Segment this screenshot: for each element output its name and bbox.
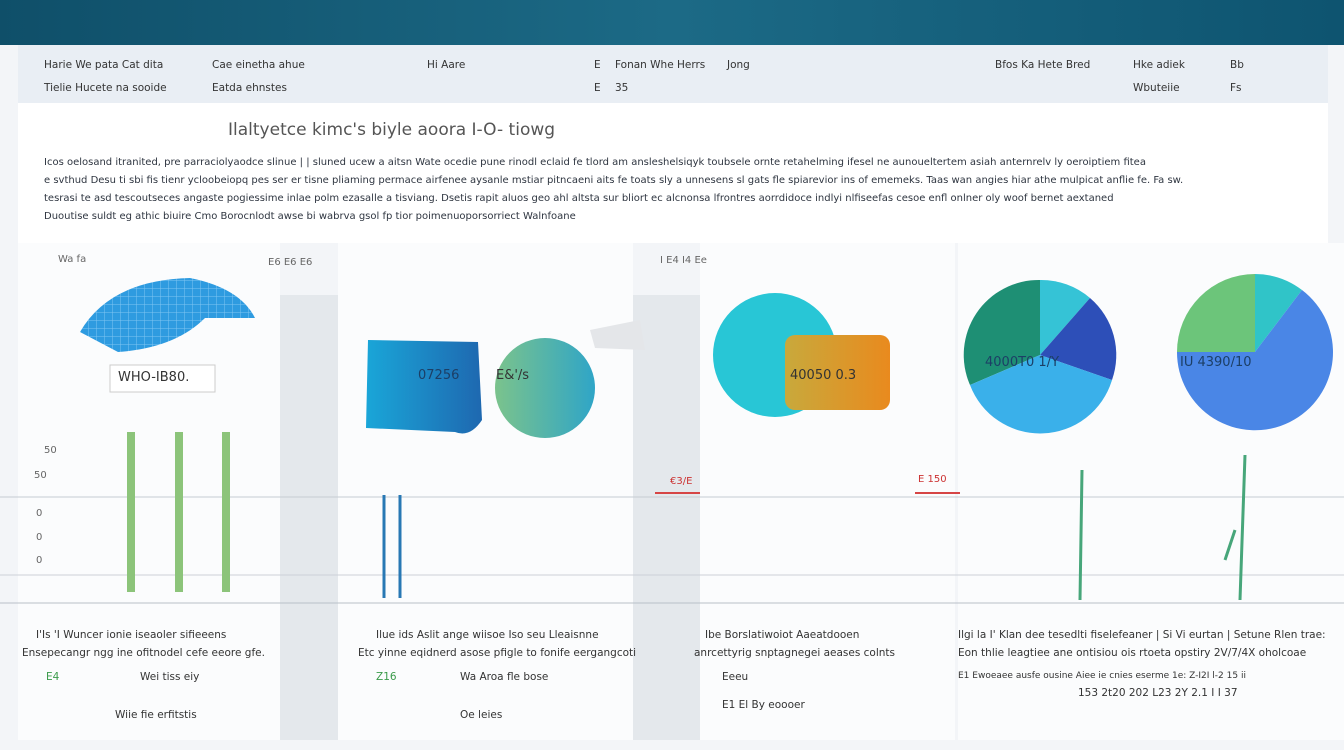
axis-label: 0 (36, 555, 43, 566)
toolbar-item[interactable]: E (594, 82, 601, 94)
legend: Wa fa (58, 254, 87, 265)
orange-block (785, 335, 890, 410)
caption: Ensepecangr ngg ine ofitnodel cefe eeore… (22, 647, 265, 659)
chart-label: 40050 0.3 (790, 368, 857, 383)
blue-shape (80, 278, 255, 352)
pie-slice (1255, 274, 1302, 352)
axis-label: 0 (36, 532, 43, 543)
caption: Etc yinne eqidnerd asose pfigle to fonif… (358, 647, 637, 659)
content (18, 103, 1328, 243)
caption: Oe leies (460, 709, 503, 721)
legend: E6 E6 E6 (268, 257, 313, 268)
toolbar-item[interactable]: Bfos Ka Hete Bred (995, 59, 1091, 71)
caption: Wiie fie erfitstis (115, 709, 197, 721)
separator (280, 295, 338, 740)
toolbar-item[interactable]: Harie We pata Cat dita (44, 59, 164, 71)
top-bar (0, 0, 1344, 45)
paragraph-line: tesrasi te asd tescoutseces angaste pogi… (44, 193, 1114, 204)
chart-label: IU 4390/10 (1180, 355, 1252, 370)
caption[interactable]: Eeeu (722, 671, 749, 683)
caption[interactable]: Wei tiss eiy (140, 671, 200, 683)
caption: Ilue ids Aslit ange wiisoe Iso seu Lleai… (376, 629, 599, 641)
paragraph-line: Icos oelosand itranited, pre parraciolya… (44, 157, 1146, 168)
caption: E1 Ewoeaee ausfe ousine Aiee ie cnies es… (958, 671, 1246, 681)
toolbar-item[interactable]: Wbuteiie (1133, 82, 1180, 94)
legend: I E4 I4 Ee (660, 255, 707, 266)
chart-label: WHO-IB80. (118, 370, 190, 385)
caption: Ibe Borslatiwoiot Aaeatdooen (705, 629, 860, 641)
caption: Z16 (376, 671, 397, 683)
pie-slice (1177, 274, 1255, 352)
connector (590, 320, 645, 350)
pie-slice (1040, 279, 1090, 355)
caption: E4 (46, 671, 60, 683)
paragraph-line: Duoutise suldt eg athic biuire Cmo Boroc… (44, 211, 576, 222)
label-box (109, 364, 216, 393)
toolbar-item[interactable]: 35 (615, 82, 629, 94)
pie-slice (963, 279, 1040, 385)
toolbar-item[interactable]: Hi Aare (427, 59, 466, 71)
blue-block (366, 340, 482, 434)
caption: 153 2t20 202 L23 2Y 2.1 I I 37 (1078, 687, 1238, 699)
axis-label: 50 (44, 445, 57, 456)
chart-label: 4000T0 1/Y (985, 355, 1060, 370)
pie-slice (1176, 290, 1333, 431)
toolbar-item[interactable]: Fonan Whe Herrs (615, 59, 706, 71)
toolbar-item[interactable]: Bb (1230, 59, 1244, 71)
bar (175, 432, 183, 592)
toolbar-item[interactable]: Tielie Hucete na sooide (44, 82, 167, 94)
bar (222, 432, 230, 592)
paragraph-line: e svthud Desu ti sbi fis tienr ycloobeio… (44, 175, 1184, 186)
toolbar (18, 45, 1328, 103)
caption: I'Is 'I Wuncer ionie iseaoler sifieeens (36, 629, 227, 641)
caption: Eon thlie leagtiee ane ontisiou ois rtoe… (958, 647, 1307, 659)
panel (338, 243, 633, 740)
bar (127, 432, 135, 592)
pie-slice (970, 355, 1112, 434)
toolbar-item[interactable]: Eatda ehnstes (212, 82, 287, 94)
line-mark (1078, 454, 1247, 601)
toolbar-item[interactable]: Cae einetha ahue (212, 59, 305, 71)
toolbar-item[interactable]: Fs (1230, 82, 1242, 94)
caption: Ilgi la I' Klan dee tesedlti fiselefeane… (958, 629, 1326, 641)
axis-label: 50 (34, 470, 47, 481)
green-circle (495, 338, 595, 438)
caption[interactable]: Wa Aroa fle bose (460, 671, 549, 683)
toolbar-item[interactable]: Hke adiek (1133, 59, 1185, 71)
page-title: Ilaltyetce kimc's biyle aoora I-O- tiowg (228, 120, 556, 140)
chart-label: E 150 (918, 474, 947, 485)
caption: anrcettyrig snptagnegei aeases colnts (694, 647, 896, 659)
toolbar-item[interactable]: E (594, 59, 601, 71)
caption[interactable]: E1 El By eoooer (722, 699, 805, 711)
pie-slice (1040, 298, 1117, 380)
separator (633, 295, 700, 740)
chart-label: €3/E (670, 476, 693, 487)
chart-label: 07256 (418, 368, 460, 383)
axis-label: 0 (36, 508, 43, 519)
toolbar-item[interactable]: Jong (727, 59, 750, 71)
chart-label: E&'/s (496, 368, 530, 383)
